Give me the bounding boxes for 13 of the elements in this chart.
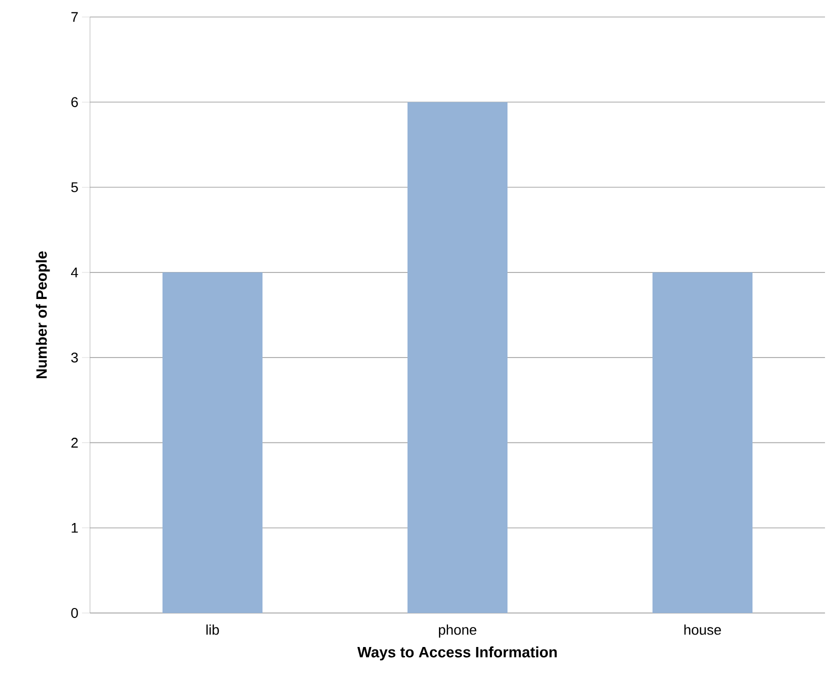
x-axis-title: Ways to Access Information [357,646,557,660]
y-tick-label: 2 [71,438,78,448]
y-axis-title: Number of People [36,251,50,378]
x-tick-label: house [684,624,721,635]
x-tick-label: phone [438,624,476,638]
y-tick-label: 0 [71,608,78,618]
y-tick-label: 4 [71,268,78,278]
x-tick-label: lib [206,624,219,635]
y-tick-label: 5 [71,182,78,192]
y-tick-label: 3 [71,352,78,363]
y-tick-label: 1 [72,523,78,533]
y-tick-label: 7 [71,12,78,22]
y-tick-label: 6 [71,97,78,108]
